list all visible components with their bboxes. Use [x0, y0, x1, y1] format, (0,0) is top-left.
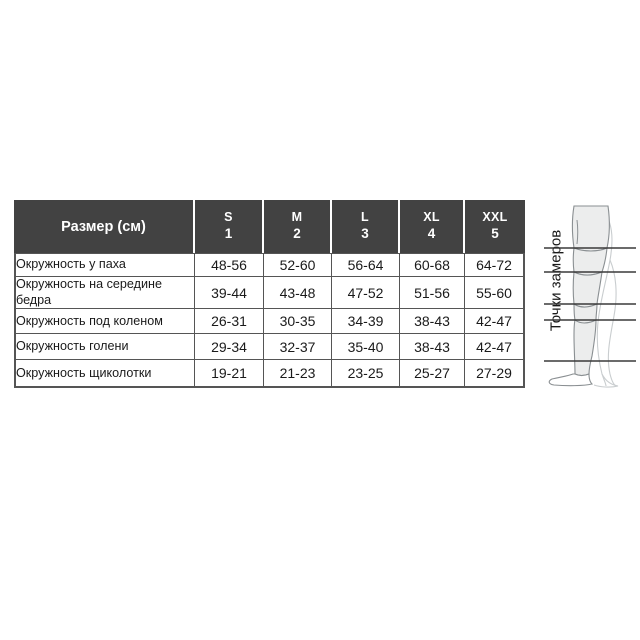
cell-ankle-xl: 25-27: [400, 360, 465, 389]
cell-calf-m: 32-37: [264, 334, 332, 361]
cell-belowknee-xxl: 42-47: [465, 309, 525, 335]
size-number-xxl: 5: [491, 225, 499, 241]
cell-ankle-xxl: 27-29: [465, 360, 525, 389]
cell-belowknee-l: 34-39: [332, 309, 400, 335]
size-number-s: 1: [224, 225, 233, 241]
size-label-xxl: XXL: [482, 210, 508, 225]
table-row: Окружность щиколотки 19-21 21-23 23-25 2…: [14, 360, 525, 389]
cell-groin-xxl: 64-72: [465, 253, 525, 277]
row-label-calf-circumference: Окружность голени: [14, 334, 195, 361]
cell-ankle-s: 19-21: [195, 360, 264, 389]
cell-groin-l: 56-64: [332, 253, 400, 277]
table-body: Окружность у паха 48-56 52-60 56-64 60-6…: [14, 253, 525, 389]
cell-groin-xl: 60-68: [400, 253, 465, 277]
header-cell-size-s: S 1: [195, 200, 264, 253]
measurement-points-panel: Точки замеров: [520, 198, 640, 394]
cell-ankle-l: 23-25: [332, 360, 400, 389]
size-number-l: 3: [361, 225, 369, 241]
cell-ankle-m: 21-23: [264, 360, 332, 389]
header-cell-size-m: M 2: [264, 200, 332, 253]
header-cell-size-xl: XL 4: [400, 200, 465, 253]
size-chart-table: Размер (см) S 1 M 2 L 3 XL 4 XXL 5: [14, 200, 525, 389]
table-row: Окружность на середине бедра 39-44 43-48…: [14, 277, 525, 310]
cell-belowknee-m: 30-35: [264, 309, 332, 335]
cell-calf-l: 35-40: [332, 334, 400, 361]
cell-belowknee-s: 26-31: [195, 309, 264, 335]
row-label-below-knee-circumference: Окружность под коленом: [14, 309, 195, 335]
row-label-groin-circumference: Окружность у паха: [14, 253, 195, 277]
leg-measurement-diagram-icon: [544, 205, 636, 388]
row-label-mid-thigh-circumference: Окружность на середине бедра: [14, 277, 195, 310]
table-row: Окружность голени 29-34 32-37 35-40 38-4…: [14, 334, 525, 361]
table-row: Окружность под коленом 26-31 30-35 34-39…: [14, 309, 525, 335]
cell-calf-xxl: 42-47: [465, 334, 525, 361]
cell-midthigh-xxl: 55-60: [465, 277, 525, 310]
size-number-xl: 4: [427, 225, 436, 241]
cell-groin-m: 52-60: [264, 253, 332, 277]
header-cell-size-xxl: XXL 5: [465, 200, 525, 253]
table-header-row: Размер (см) S 1 M 2 L 3 XL 4 XXL 5: [14, 200, 525, 253]
size-label-m: M: [291, 210, 303, 225]
cell-midthigh-m: 43-48: [264, 277, 332, 310]
cell-midthigh-s: 39-44: [195, 277, 264, 310]
cell-midthigh-xl: 51-56: [400, 277, 465, 310]
cell-groin-s: 48-56: [195, 253, 264, 277]
cell-calf-xl: 38-43: [400, 334, 465, 361]
header-cell-title: Размер (см): [14, 200, 195, 253]
size-label-xl: XL: [423, 210, 440, 225]
table-header: Размер (см) S 1 M 2 L 3 XL 4 XXL 5: [14, 200, 525, 253]
header-cell-size-l: L 3: [332, 200, 400, 253]
cell-belowknee-xl: 38-43: [400, 309, 465, 335]
table-row: Окружность у паха 48-56 52-60 56-64 60-6…: [14, 253, 525, 277]
cell-calf-s: 29-34: [195, 334, 264, 361]
cell-midthigh-l: 47-52: [332, 277, 400, 310]
row-label-ankle-circumference: Окружность щиколотки: [14, 360, 195, 389]
size-label-s: S: [224, 210, 233, 225]
size-number-m: 2: [293, 225, 301, 241]
size-label-l: L: [361, 210, 369, 225]
